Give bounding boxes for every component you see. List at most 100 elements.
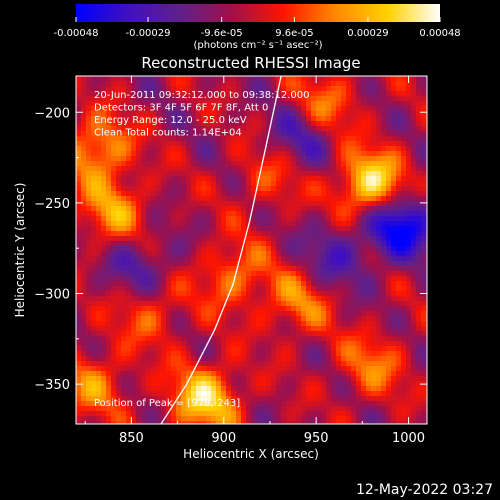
- heatmap-cell: [201, 276, 207, 282]
- heatmap-cell: [181, 121, 187, 127]
- heatmap-cell: [141, 211, 147, 217]
- heatmap-cell: [251, 381, 257, 387]
- heatmap-cell: [396, 181, 402, 187]
- heatmap-cell: [116, 116, 122, 122]
- heatmap-cell: [346, 181, 352, 187]
- heatmap-cell: [261, 411, 267, 417]
- heatmap-cell: [196, 221, 202, 227]
- heatmap-cell: [306, 331, 312, 337]
- heatmap-cell: [311, 166, 317, 172]
- heatmap-cell: [101, 291, 107, 297]
- heatmap-cell: [201, 131, 207, 137]
- heatmap-cell: [321, 316, 327, 322]
- heatmap-cell: [361, 121, 367, 127]
- heatmap-cell: [206, 246, 212, 252]
- heatmap-cell: [321, 281, 327, 287]
- heatmap-cell: [381, 146, 387, 152]
- heatmap-cell: [386, 351, 392, 357]
- heatmap-cell: [301, 291, 307, 297]
- heatmap-cell: [351, 316, 357, 322]
- heatmap-cell: [356, 146, 362, 152]
- heatmap-cell: [251, 86, 257, 92]
- heatmap-cell: [106, 151, 112, 157]
- heatmap-cell: [76, 186, 82, 192]
- heatmap-cell: [106, 371, 112, 377]
- heatmap-cell: [216, 391, 222, 397]
- heatmap-cell: [151, 261, 157, 267]
- heatmap-cell: [186, 206, 192, 212]
- heatmap-cell: [391, 376, 397, 382]
- heatmap-cell: [296, 411, 302, 417]
- heatmap-cell: [106, 306, 112, 312]
- heatmap-cell: [106, 266, 112, 272]
- heatmap-cell: [106, 391, 112, 397]
- heatmap-cell: [346, 156, 352, 162]
- heatmap-cell: [166, 196, 172, 202]
- heatmap-cell: [181, 136, 187, 142]
- heatmap-cell: [221, 321, 227, 327]
- heatmap-cell: [246, 166, 252, 172]
- heatmap-cell: [396, 281, 402, 287]
- heatmap-cell: [111, 116, 117, 122]
- heatmap-cell: [336, 111, 342, 117]
- heatmap-cell: [131, 201, 137, 207]
- heatmap-cell: [311, 381, 317, 387]
- heatmap-cell: [151, 276, 157, 282]
- heatmap-cell: [91, 401, 97, 407]
- heatmap-cell: [296, 341, 302, 347]
- heatmap-cell: [221, 86, 227, 92]
- heatmap-cell: [276, 156, 282, 162]
- heatmap-cell: [346, 96, 352, 102]
- heatmap-cell: [206, 206, 212, 212]
- heatmap-cell: [106, 101, 112, 107]
- heatmap-cell: [111, 411, 117, 417]
- heatmap-cell: [386, 231, 392, 237]
- heatmap-cell: [286, 116, 292, 122]
- heatmap-cell: [401, 221, 407, 227]
- heatmap-cell: [311, 411, 317, 417]
- heatmap-cell: [111, 131, 117, 137]
- heatmap-cell: [411, 116, 417, 122]
- heatmap-cell: [121, 296, 127, 302]
- heatmap-cell: [321, 416, 327, 422]
- heatmap-cell: [91, 141, 97, 147]
- heatmap-cell: [351, 111, 357, 117]
- heatmap-cell: [236, 191, 242, 197]
- heatmap-cell: [216, 181, 222, 187]
- heatmap-cell: [266, 326, 272, 332]
- heatmap-cell: [216, 86, 222, 92]
- heatmap-cell: [336, 411, 342, 417]
- heatmap-cell: [326, 341, 332, 347]
- heatmap-cell: [156, 131, 162, 137]
- heatmap-cell: [176, 116, 182, 122]
- heatmap-cell: [136, 326, 142, 332]
- heatmap-cell: [401, 346, 407, 352]
- heatmap-cell: [336, 281, 342, 287]
- heatmap-cell: [76, 261, 82, 267]
- heatmap-cell: [246, 371, 252, 377]
- heatmap-cell: [401, 231, 407, 237]
- heatmap-cell: [201, 216, 207, 222]
- heatmap-cell: [281, 86, 287, 92]
- heatmap-cell: [261, 201, 267, 207]
- heatmap-cell: [76, 356, 82, 362]
- heatmap-cell: [116, 111, 122, 117]
- heatmap-cell: [311, 261, 317, 267]
- heatmap-cell: [296, 236, 302, 242]
- heatmap-cell: [171, 151, 177, 157]
- heatmap-cell: [231, 241, 237, 247]
- heatmap-cell: [251, 196, 257, 202]
- heatmap-cell: [346, 106, 352, 112]
- heatmap-cell: [331, 196, 337, 202]
- heatmap-cell: [316, 206, 322, 212]
- heatmap-cell: [211, 271, 217, 277]
- heatmap-cell: [101, 176, 107, 182]
- heatmap-cell: [246, 81, 252, 87]
- heatmap-cell: [186, 336, 192, 342]
- heatmap-cell: [316, 346, 322, 352]
- heatmap-cell: [296, 101, 302, 107]
- heatmap-cell: [321, 221, 327, 227]
- heatmap-cell: [211, 316, 217, 322]
- heatmap-cell: [146, 141, 152, 147]
- heatmap-cell: [241, 171, 247, 177]
